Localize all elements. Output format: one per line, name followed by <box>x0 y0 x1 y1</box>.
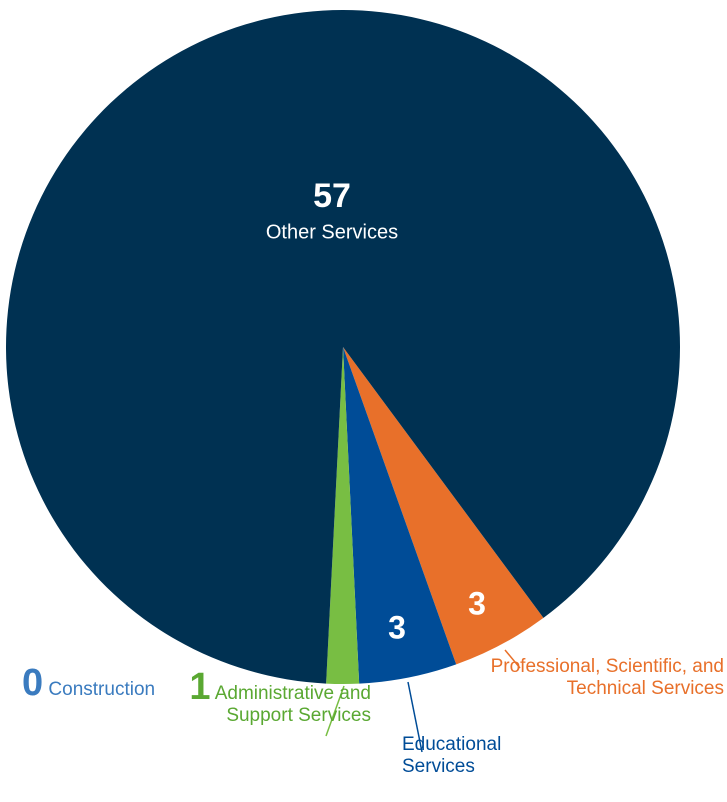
label-administrative: 1 Administrative and Support Services <box>145 668 371 727</box>
pie-slice <box>343 347 457 684</box>
category-label: Other Services <box>266 221 398 243</box>
label-educational: Educational Services <box>402 734 532 778</box>
leader-line <box>504 649 521 669</box>
pie-slice <box>343 347 544 665</box>
value-label: 57 <box>313 177 351 215</box>
leader-line <box>325 685 345 737</box>
category-label: Professional, Scientific, and Technical … <box>490 656 724 699</box>
value-label: 0 <box>22 662 44 704</box>
pie-slice <box>326 347 360 684</box>
label-professional: Professional, Scientific, and Technical … <box>470 656 724 700</box>
value-label: 3 <box>468 585 486 621</box>
category-label: Administrative and Support Services <box>214 683 371 726</box>
category-label: Educational Services <box>402 734 502 777</box>
label-construction: 0 Construction <box>22 664 222 702</box>
value-label: 1 <box>189 666 211 708</box>
value-label: 3 <box>388 609 406 645</box>
leader-line <box>407 681 423 753</box>
category-label: Construction <box>48 679 156 700</box>
pie-slice <box>6 9 681 684</box>
